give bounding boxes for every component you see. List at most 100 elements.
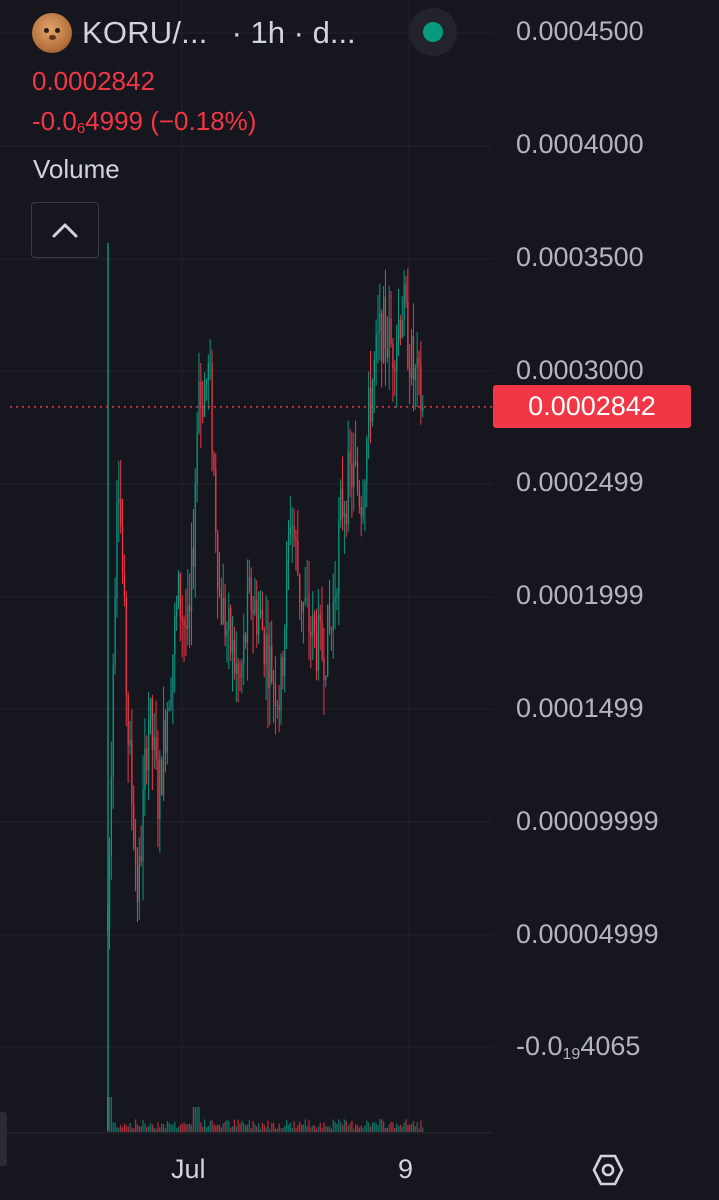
volume-bar bbox=[140, 1126, 142, 1132]
volume-bar bbox=[142, 1119, 144, 1132]
candle-body bbox=[218, 588, 221, 594]
candle-body bbox=[278, 705, 280, 711]
volume-bar bbox=[148, 1126, 150, 1132]
volume-bar bbox=[373, 1121, 375, 1132]
volume-bar bbox=[239, 1123, 241, 1132]
price-axis-label: 0.00009999 bbox=[516, 806, 659, 836]
candle-body bbox=[258, 614, 260, 636]
volume-bar bbox=[174, 1121, 176, 1132]
volume-bar bbox=[187, 1124, 189, 1132]
candle-body bbox=[222, 598, 224, 624]
candle-body bbox=[328, 604, 331, 630]
candle-body bbox=[157, 759, 159, 819]
candle-body bbox=[134, 846, 137, 866]
volume-bar bbox=[228, 1120, 230, 1132]
volume-bar bbox=[284, 1125, 286, 1132]
volume-bar bbox=[397, 1126, 400, 1132]
candle-body bbox=[196, 432, 198, 485]
candle-body bbox=[172, 654, 174, 694]
volume-bar bbox=[300, 1124, 303, 1132]
volume-bar bbox=[287, 1124, 290, 1132]
interval-label[interactable]: · 1h · d... bbox=[231, 15, 356, 50]
candle-body bbox=[228, 608, 230, 631]
volume-bar bbox=[230, 1127, 232, 1132]
candle-body bbox=[237, 663, 239, 674]
candle-body bbox=[110, 777, 113, 856]
candle-body bbox=[198, 381, 200, 433]
volume-bar bbox=[172, 1124, 174, 1132]
volume-bar bbox=[334, 1121, 336, 1132]
market-status-indicator[interactable] bbox=[409, 8, 457, 56]
volume-bar bbox=[205, 1127, 208, 1132]
candle-body bbox=[133, 803, 135, 847]
volume-bar bbox=[358, 1127, 361, 1132]
volume-bar bbox=[315, 1128, 318, 1132]
volume-bar bbox=[401, 1126, 403, 1132]
volume-bar bbox=[321, 1127, 323, 1132]
volume-bar bbox=[248, 1120, 251, 1132]
candle-body bbox=[194, 484, 196, 567]
candle-body bbox=[190, 548, 193, 612]
volume-bar bbox=[364, 1125, 366, 1132]
chevron-up-icon bbox=[52, 223, 78, 238]
candle-body bbox=[146, 748, 148, 771]
volume-bar bbox=[177, 1127, 180, 1132]
candle-body bbox=[211, 363, 213, 455]
candle-body bbox=[153, 737, 155, 750]
volume-bar bbox=[202, 1126, 204, 1132]
volume-bar bbox=[246, 1124, 249, 1132]
volume-indicator-label[interactable]: Volume bbox=[33, 154, 120, 184]
volume-bar bbox=[299, 1121, 301, 1132]
candle-body bbox=[351, 464, 353, 488]
volume-bar bbox=[190, 1124, 193, 1132]
volume-bar bbox=[125, 1125, 127, 1132]
volume-bar bbox=[138, 1126, 141, 1132]
candle-body bbox=[340, 488, 342, 521]
volume-bar bbox=[304, 1119, 306, 1132]
volume-bar bbox=[403, 1122, 405, 1132]
volume-bar bbox=[185, 1124, 187, 1132]
panel-resize-handle[interactable] bbox=[0, 1112, 7, 1166]
volume-bar bbox=[222, 1123, 224, 1132]
candle-body bbox=[384, 296, 387, 349]
volume-bar bbox=[118, 1127, 120, 1132]
volume-bar bbox=[224, 1121, 226, 1132]
candle-body bbox=[120, 498, 122, 526]
chart-settings-button[interactable] bbox=[588, 1150, 628, 1190]
candle-body bbox=[306, 597, 308, 599]
volume-bar bbox=[366, 1120, 368, 1132]
candle-body bbox=[162, 720, 165, 795]
candle-body bbox=[302, 602, 305, 612]
candle-body bbox=[396, 342, 398, 372]
price-change: -0.064999 (−0.18%) bbox=[32, 106, 257, 137]
volume-bar bbox=[179, 1124, 182, 1132]
candle-body bbox=[151, 698, 154, 750]
candle-body bbox=[289, 527, 292, 535]
volume-bar bbox=[181, 1123, 183, 1132]
candle-body bbox=[256, 600, 258, 636]
symbol-name[interactable]: KORU/... bbox=[82, 15, 208, 50]
candle-body bbox=[295, 537, 297, 541]
candle-body bbox=[183, 620, 185, 626]
candle-body bbox=[231, 639, 234, 653]
volume-bar bbox=[418, 1128, 420, 1132]
volume-bar bbox=[272, 1123, 275, 1132]
candle-body bbox=[125, 596, 127, 695]
candle-body bbox=[304, 598, 306, 603]
volume-bar bbox=[271, 1122, 273, 1132]
volume-bar bbox=[280, 1128, 282, 1132]
candle-body bbox=[272, 682, 275, 685]
volume-bar bbox=[371, 1122, 374, 1132]
candle-body bbox=[213, 454, 215, 470]
volume-bar bbox=[405, 1119, 407, 1132]
volume-bar bbox=[114, 1122, 116, 1132]
volume-bar bbox=[269, 1128, 271, 1132]
time-axis-label-9: 9 bbox=[398, 1154, 414, 1184]
collapse-indicators-button[interactable] bbox=[31, 202, 99, 258]
candle-body bbox=[373, 359, 375, 382]
candle-body bbox=[319, 614, 321, 621]
volume-bar bbox=[355, 1124, 357, 1132]
candle-body bbox=[185, 625, 187, 629]
volume-bar bbox=[241, 1120, 243, 1132]
